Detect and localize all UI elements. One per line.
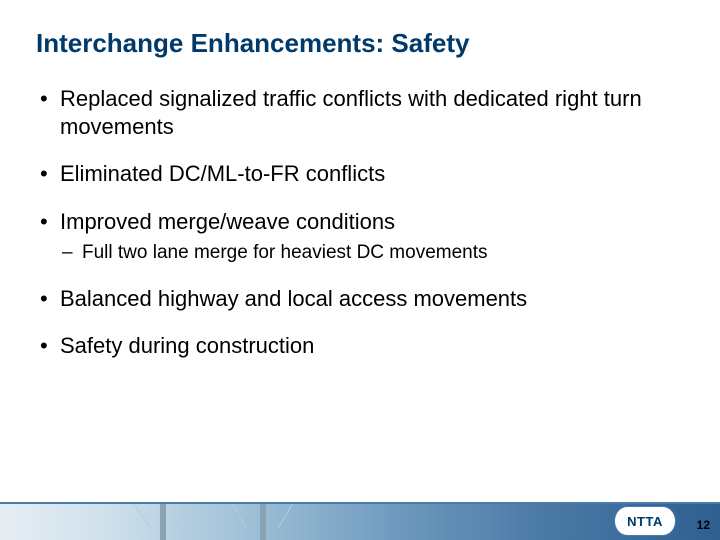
bullet-text: Replaced signalized traffic conflicts wi…	[60, 86, 642, 139]
bridge-tower-icon	[160, 502, 166, 540]
bullet-text: Safety during construction	[60, 333, 314, 358]
bullet-text: Eliminated DC/ML-to-FR conflicts	[60, 161, 385, 186]
bridge-cable-icon	[175, 502, 189, 528]
sub-bullet-item: Full two lane merge for heaviest DC move…	[60, 241, 684, 265]
bullet-text: Balanced highway and local access moveme…	[60, 286, 527, 311]
bullet-item: Improved merge/weave conditions Full two…	[36, 208, 684, 265]
bridge-cable-icon	[278, 502, 294, 528]
slide-title: Interchange Enhancements: Safety	[36, 28, 684, 59]
bullet-item: Replaced signalized traffic conflicts wi…	[36, 85, 684, 140]
bridge-cable-icon	[133, 503, 151, 528]
sub-bullet-list: Full two lane merge for heaviest DC move…	[60, 241, 684, 265]
bullet-text: Improved merge/weave conditions	[60, 209, 395, 234]
slide-footer: NTTA 12	[0, 492, 720, 540]
bullet-item: Eliminated DC/ML-to-FR conflicts	[36, 160, 684, 188]
bridge-tower-icon	[260, 502, 266, 540]
bullet-item: Safety during construction	[36, 332, 684, 360]
sub-bullet-text: Full two lane merge for heaviest DC move…	[82, 242, 488, 263]
bridge-cable-icon	[231, 502, 246, 528]
bullet-list: Replaced signalized traffic conflicts wi…	[36, 85, 684, 360]
page-number: 12	[697, 518, 710, 532]
bullet-item: Balanced highway and local access moveme…	[36, 285, 684, 313]
slide: Interchange Enhancements: Safety Replace…	[0, 0, 720, 540]
ntta-logo: NTTA	[614, 506, 676, 536]
logo-text: NTTA	[627, 514, 663, 529]
footer-band	[0, 502, 720, 540]
